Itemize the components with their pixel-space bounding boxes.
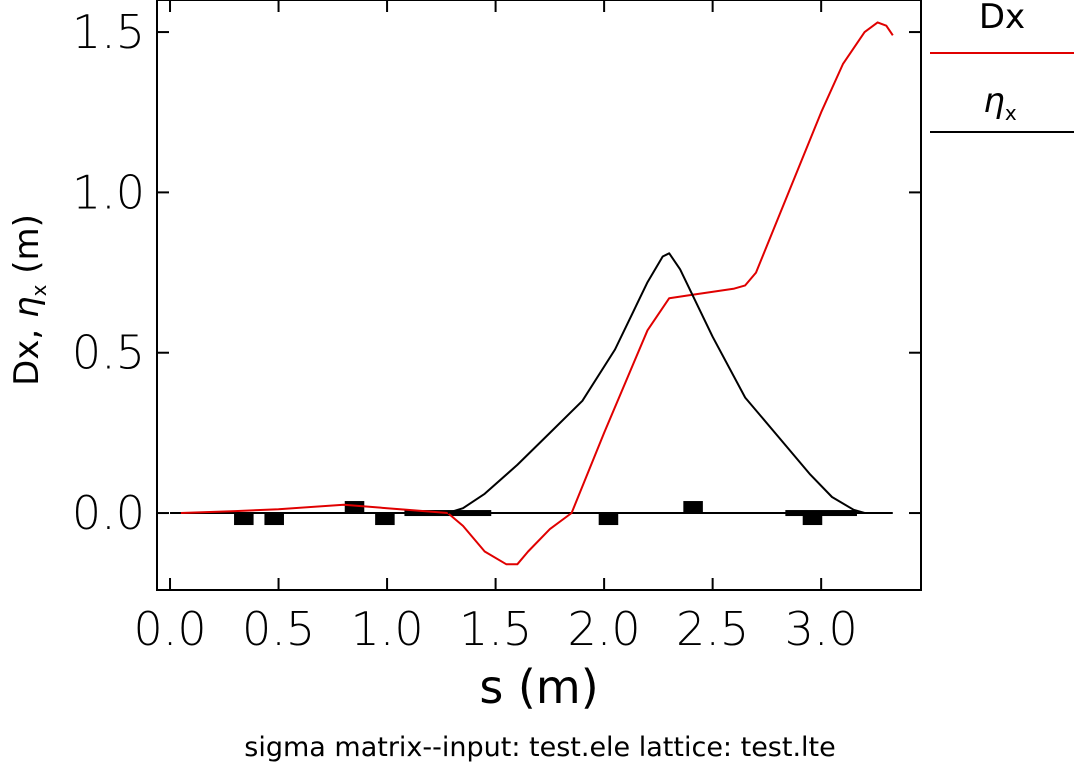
- lattice-element: [344, 501, 365, 514]
- legend-label-eta: ηx: [983, 81, 1017, 125]
- lattice-element: [683, 501, 703, 514]
- ticks: [157, 0, 921, 590]
- lattice-element: [598, 513, 619, 526]
- lattice-element: [234, 513, 254, 526]
- lattice-element: [264, 513, 284, 526]
- series-line-eta-x: [447, 252, 887, 514]
- x-tick-label: 3.0: [785, 602, 858, 656]
- y-tick-labels: 0.0 0.5 1.0 1.5: [72, 5, 145, 540]
- y-tick-label: 1.5: [72, 5, 145, 59]
- legend-label-dx: Dx: [979, 0, 1025, 37]
- x-tick-label: 0.0: [133, 602, 206, 656]
- plot-frame: [156, 0, 922, 591]
- series-line-dx: [180, 21, 894, 566]
- series-lines: [180, 21, 894, 566]
- y-tick-label: 0.0: [72, 486, 145, 540]
- x-tick-labels: 0.0 0.5 1.0 1.5 2.0 2.5 3.0: [133, 602, 857, 656]
- x-tick-label: 0.5: [242, 602, 315, 656]
- footer-caption: sigma matrix--input: test.ele lattice: t…: [244, 732, 836, 763]
- y-tick-label: 1.0: [72, 165, 145, 219]
- x-axis-label: s (m): [479, 660, 598, 714]
- y-axis-label: Dx, ηx (m): [7, 214, 51, 386]
- lattice-element: [785, 510, 857, 517]
- x-tick-label: 1.5: [459, 602, 532, 656]
- y-tick-label: 0.5: [72, 326, 145, 380]
- x-tick-label: 2.5: [676, 602, 749, 656]
- lattice-element: [375, 513, 395, 526]
- x-tick-label: 2.0: [568, 602, 641, 656]
- x-tick-label: 1.0: [350, 602, 423, 656]
- legend: Dx ηx: [930, 0, 1074, 133]
